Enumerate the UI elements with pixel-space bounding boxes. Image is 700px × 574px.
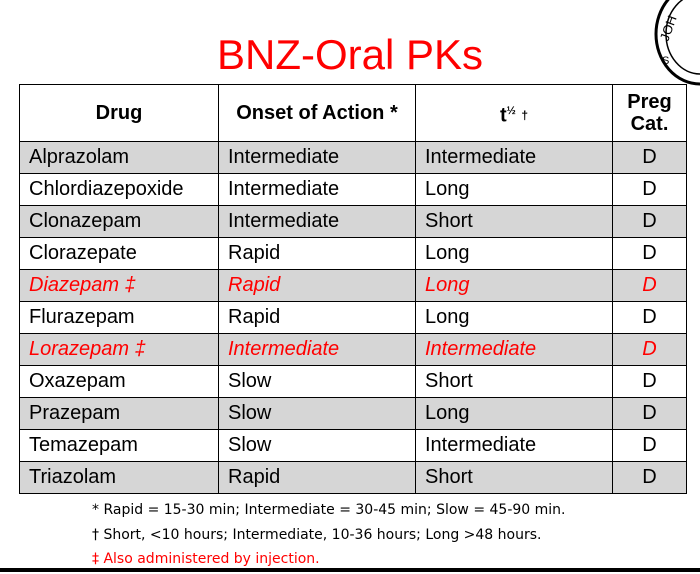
header-row: Drug Onset of Action * t½ † Preg Cat. [19, 84, 687, 142]
footnote-half-life: † Short, <10 hours; Intermediate, 10-36 … [92, 526, 542, 543]
half-life-symbol: t [499, 104, 507, 127]
onset-cell: Intermediate [218, 205, 416, 238]
category-cell: D [612, 141, 687, 174]
onset-cell: Intermediate [218, 333, 416, 366]
half-life-cell: Short [415, 365, 613, 398]
table-row: Diazepam ‡ Rapid Long D [19, 269, 687, 302]
drug-cell: Triazolam [19, 461, 219, 494]
header-preg-cat: Preg Cat. [612, 84, 687, 142]
half-life-cell: Long [415, 397, 613, 430]
category-cell: D [612, 461, 687, 494]
onset-cell: Rapid [218, 237, 416, 270]
table-row: Temazepam Slow Intermediate D [19, 429, 687, 462]
bottom-divider [0, 568, 700, 572]
half-life-cell: Intermediate [415, 141, 613, 174]
category-cell: D [612, 429, 687, 462]
table-row: Clorazepate Rapid Long D [19, 237, 687, 270]
table-row: Chlordiazepoxide Intermediate Long D [19, 173, 687, 206]
onset-cell: Rapid [218, 461, 416, 494]
half-life-cell: Long [415, 269, 613, 302]
category-cell: D [612, 173, 687, 206]
dagger-mark: † [521, 108, 529, 123]
table-row: Lorazepam ‡ Intermediate Intermediate D [19, 333, 687, 366]
table-row: Flurazepam Rapid Long D [19, 301, 687, 334]
drug-cell: Prazepam [19, 397, 219, 430]
preg-line2: Cat. [630, 113, 669, 135]
footnote-injection: ‡ Also administered by injection. [92, 551, 320, 567]
drug-cell: Flurazepam [19, 301, 219, 334]
drug-cell: Oxazepam [19, 365, 219, 398]
drug-cell: Temazepam [19, 429, 219, 462]
drug-cell: Clonazepam [19, 205, 219, 238]
drug-table: Drug Onset of Action * t½ † Preg Cat. Alp… [19, 84, 687, 494]
table-row: Clonazepam Intermediate Short D [19, 205, 687, 238]
onset-cell: Intermediate [218, 173, 416, 206]
category-cell: D [612, 205, 687, 238]
onset-cell: Slow [218, 365, 416, 398]
table-row: Alprazolam Intermediate Intermediate D [19, 141, 687, 174]
svg-text:S: S [662, 55, 669, 67]
header-half-life: t½ † [415, 84, 613, 142]
footnotes: * Rapid = 15-30 min; Intermediate = 30-4… [92, 498, 566, 572]
footnote-onset: * Rapid = 15-30 min; Intermediate = 30-4… [92, 502, 566, 518]
preg-line1: Preg [627, 91, 672, 113]
category-cell: D [612, 269, 687, 302]
half-life-cell: Long [415, 237, 613, 270]
drug-cell: Chlordiazepoxide [19, 173, 219, 206]
onset-cell: Rapid [218, 269, 416, 302]
half-life-sup: ½ [506, 104, 516, 117]
half-life-cell: Long [415, 301, 613, 334]
drug-cell: Diazepam ‡ [19, 269, 219, 302]
category-cell: D [612, 237, 687, 270]
drug-cell: Lorazepam ‡ [19, 333, 219, 366]
category-cell: D [612, 397, 687, 430]
slide-title: BNZ-Oral PKs [216, 31, 484, 78]
header-drug: Drug [19, 84, 219, 142]
onset-cell: Slow [218, 397, 416, 430]
onset-cell: Slow [218, 429, 416, 462]
onset-cell: Intermediate [218, 141, 416, 174]
seal-logo: JOH S [654, 0, 700, 86]
drug-cell: Clorazepate [19, 237, 219, 270]
table-row: Oxazepam Slow Short D [19, 365, 687, 398]
half-life-cell: Intermediate [415, 333, 613, 366]
half-life-cell: Short [415, 461, 613, 494]
table-row: Triazolam Rapid Short D [19, 461, 687, 494]
category-cell: D [612, 333, 687, 366]
category-cell: D [612, 365, 687, 398]
half-life-cell: Long [415, 173, 613, 206]
table-row: Prazepam Slow Long D [19, 397, 687, 430]
header-onset: Onset of Action * [218, 84, 416, 142]
half-life-cell: Short [415, 205, 613, 238]
half-life-cell: Intermediate [415, 429, 613, 462]
category-cell: D [612, 301, 687, 334]
drug-cell: Alprazolam [19, 141, 219, 174]
onset-cell: Rapid [218, 301, 416, 334]
